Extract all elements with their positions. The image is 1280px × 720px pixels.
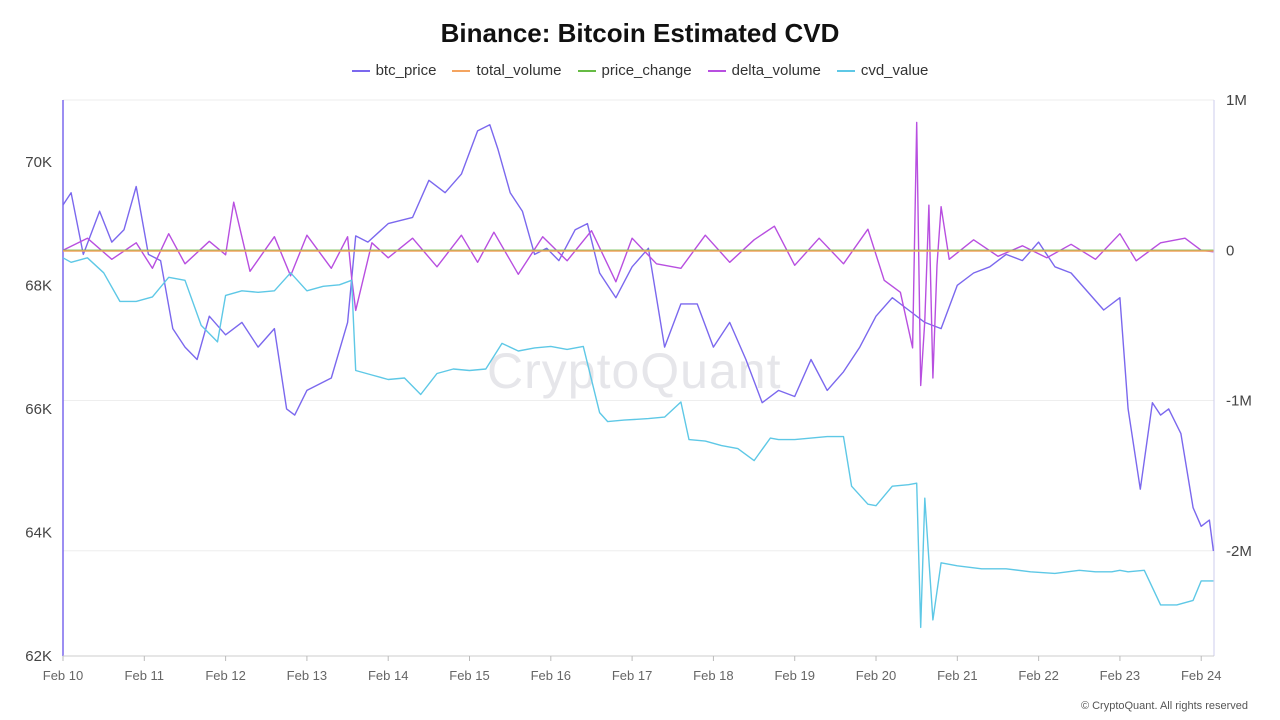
legend-item-price-change[interactable]: price_change	[577, 62, 692, 79]
x-tick-label: Feb 12	[205, 668, 245, 683]
y-left-tick-label: 62K	[25, 648, 52, 665]
legend-item-delta-volume[interactable]: delta_volume	[707, 62, 821, 79]
y-right-tick-label: 1M	[1226, 92, 1247, 109]
watermark: CryptoQuant	[487, 343, 782, 399]
series-line-cvd-value	[62, 257, 1214, 629]
legend-label: total_volume	[476, 62, 562, 79]
legend-label: price_change	[601, 62, 692, 79]
legend-swatch	[577, 69, 596, 72]
legend-swatch	[351, 69, 370, 72]
x-tick-label: Feb 24	[1181, 668, 1221, 683]
legend-swatch	[707, 69, 726, 72]
x-tick-label: Feb 17	[612, 668, 652, 683]
x-tick-label: Feb 15	[449, 668, 489, 683]
y-right-tick-label: -1M	[1226, 393, 1252, 410]
x-tick-label: Feb 23	[1100, 668, 1140, 683]
legend-swatch	[452, 69, 471, 72]
x-tick-label: Feb 10	[43, 668, 83, 683]
x-tick-label: Feb 16	[531, 668, 571, 683]
y-right-tick-label: 0	[1226, 242, 1234, 259]
legend-item-btc-price[interactable]: btc_price	[351, 62, 437, 79]
legend-item-total-volume[interactable]: total_volume	[452, 62, 562, 79]
y-left-tick-label: 64K	[25, 524, 52, 541]
y-left-tick-label: 70K	[25, 154, 52, 171]
series-line-delta-volume	[62, 121, 1214, 387]
legend-swatch	[836, 69, 855, 72]
legend-label: delta_volume	[731, 62, 821, 79]
copyright-footer: © CryptoQuant. All rights reserved	[1080, 700, 1248, 712]
legend-item-cvd-value[interactable]: cvd_value	[836, 62, 929, 79]
x-tick-label: Feb 14	[368, 668, 408, 683]
x-tick-label: Feb 13	[287, 668, 327, 683]
y-left-tick-label: 66K	[25, 401, 52, 418]
legend-label: btc_price	[375, 62, 437, 79]
chart-title: Binance: Bitcoin Estimated CVD	[440, 18, 840, 48]
x-tick-label: Feb 18	[693, 668, 733, 683]
legend: btc_price total_volume price_change delt…	[0, 62, 1280, 79]
series-line-btc-price	[62, 123, 1215, 552]
legend-label: cvd_value	[860, 62, 929, 79]
y-left-tick-label: 68K	[25, 277, 52, 294]
x-tick-label: Feb 11	[125, 668, 165, 683]
x-tick-label: Feb 21	[937, 668, 977, 683]
x-tick-label: Feb 19	[774, 668, 814, 683]
x-tick-label: Feb 20	[856, 668, 896, 683]
y-right-tick-label: -2M	[1226, 543, 1252, 560]
x-tick-label: Feb 22	[1018, 668, 1058, 683]
